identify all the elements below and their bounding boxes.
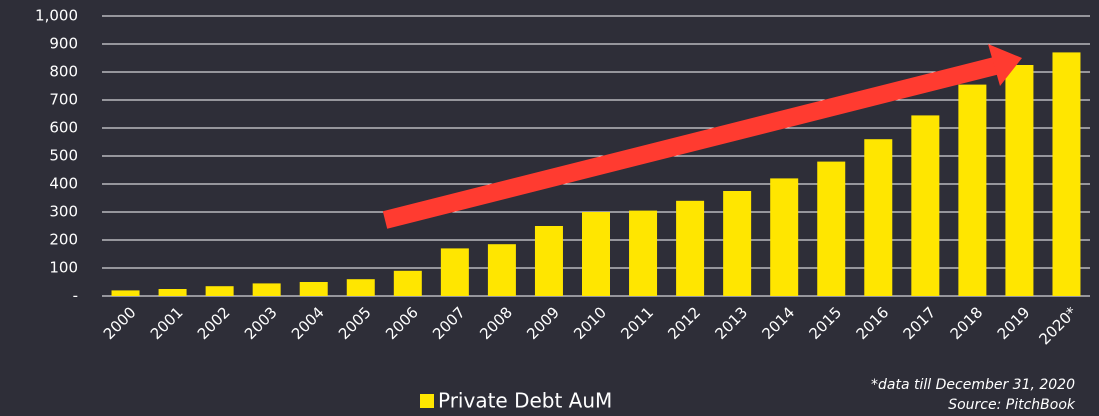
bar — [346, 279, 375, 296]
x-tick-label: 2013 — [711, 303, 751, 343]
bar — [252, 283, 281, 296]
annotation: *data till December 31, 2020 — [871, 377, 1075, 393]
x-tick-label: 2016 — [853, 303, 893, 343]
x-tick-label: 2000 — [100, 303, 140, 343]
y-tick-label: 900 — [49, 35, 78, 53]
legend-swatch — [420, 394, 434, 408]
bar — [582, 212, 610, 296]
x-tick-label: 2014 — [758, 303, 798, 343]
bar — [487, 244, 516, 296]
x-tick-label: 2011 — [617, 303, 657, 343]
bar — [205, 286, 234, 296]
bar — [534, 226, 563, 296]
bar — [158, 289, 187, 296]
y-tick-label: 500 — [49, 147, 78, 165]
trend-arrow — [382, 44, 1022, 229]
legend-label: Private Debt AuM — [438, 389, 612, 413]
y-tick-label: - — [73, 287, 78, 305]
x-tick-label: 2010 — [570, 303, 610, 343]
bar — [817, 161, 846, 296]
bar — [770, 178, 799, 296]
x-tick-label: 2009 — [523, 303, 563, 343]
bar — [676, 200, 705, 296]
y-tick-label: 300 — [49, 203, 78, 221]
bar — [111, 290, 140, 296]
x-tick-label: 2012 — [664, 303, 704, 343]
x-tick-label: 2006 — [382, 303, 422, 343]
annotation: Source: PitchBook — [948, 397, 1076, 413]
arrow-head — [988, 44, 1022, 86]
y-tick-label: 1,000 — [35, 7, 78, 25]
x-tick-label: 2002 — [194, 303, 234, 343]
x-tick-label: 2003 — [241, 303, 281, 343]
x-tick-label: 2004 — [288, 303, 328, 343]
bar — [958, 84, 987, 296]
arrow-shaft — [382, 57, 998, 229]
x-tick-label: 2015 — [806, 303, 846, 343]
bar — [440, 248, 469, 296]
bar — [723, 191, 752, 296]
x-tick-label: 2018 — [947, 303, 987, 343]
y-tick-label: 200 — [49, 231, 78, 249]
bar — [393, 270, 422, 296]
x-tick-label: 2007 — [429, 303, 469, 343]
x-tick-label: 2005 — [335, 303, 375, 343]
x-tick-label: 2019 — [994, 303, 1034, 343]
bar — [911, 115, 940, 297]
x-tick-label: 2008 — [476, 303, 516, 343]
bar — [1052, 52, 1081, 297]
x-tick-label: 2001 — [147, 303, 187, 343]
bar — [1005, 65, 1034, 296]
bar — [864, 139, 893, 296]
y-tick-label: 700 — [49, 91, 78, 109]
y-tick-label: 100 — [49, 259, 78, 277]
y-tick-label: 800 — [49, 63, 78, 81]
bar — [629, 210, 658, 296]
y-tick-label: 600 — [49, 119, 78, 137]
y-tick-label: 400 — [49, 175, 78, 193]
bar — [299, 282, 328, 296]
x-tick-label: 2017 — [900, 303, 940, 343]
x-tick-label: 2020* — [1035, 303, 1080, 348]
